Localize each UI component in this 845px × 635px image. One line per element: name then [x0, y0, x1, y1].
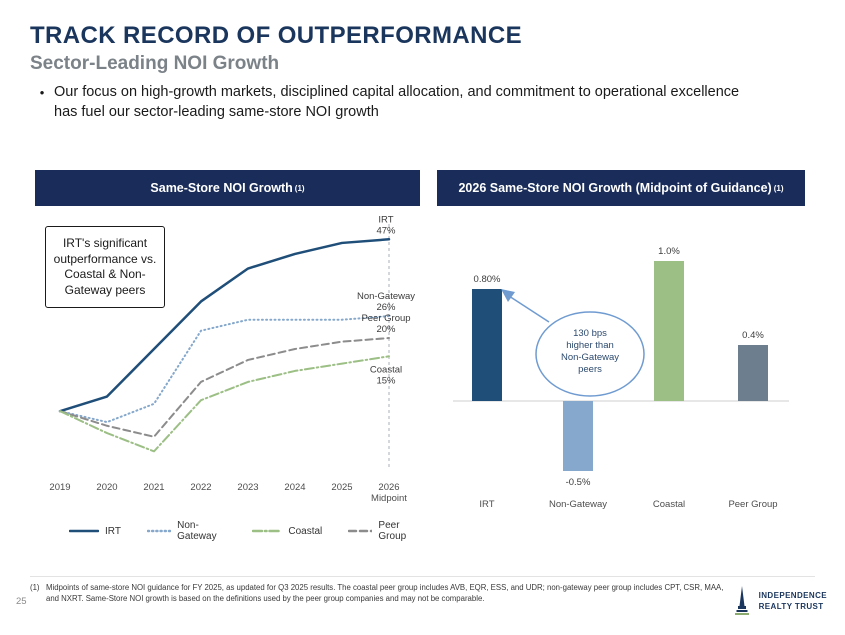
page-number: 25 — [16, 596, 27, 607]
non-gateway-category-label: Non-Gateway — [549, 499, 607, 510]
line-chart-header: Same-Store NOI Growth (1) — [35, 170, 420, 206]
footnote-marker: (1) — [30, 583, 40, 592]
bullet-text: Our focus on high-growth markets, discip… — [54, 84, 740, 120]
peer-group-line-sample — [348, 529, 373, 533]
chart-legend: IRT Non-Gateway Coastal Peer Group — [35, 518, 420, 544]
non-gateway-end-label: Non-Gateway 26% — [357, 291, 415, 313]
x-axis-label: 2020 — [96, 482, 117, 493]
irt-line — [58, 238, 391, 413]
slide-footer: (1) Midpoints of same-store NOI guidance… — [30, 576, 815, 605]
peer-group-value-label: 0.4% — [742, 330, 764, 341]
page-subtitle: Sector-Leading NOI Growth — [30, 53, 280, 74]
coastal-category-label: Coastal — [653, 499, 685, 510]
non-gateway-bar — [563, 401, 593, 471]
irt-logo-text: INDEPENDENCE REALTY TRUST — [759, 591, 827, 613]
irt-line-sample — [69, 529, 99, 533]
coastal-end-label: Coastal 15% — [370, 364, 402, 386]
line-chart: IRT 47% Non-Gateway 26%Peer Group 20% Coastal… — [49, 214, 415, 504]
footnote: (1) Midpoints of same-store NOI guidance… — [30, 583, 730, 605]
irt-logo-icon — [734, 586, 749, 615]
legend-item-coastal: Coastal — [252, 526, 322, 537]
legend-label-irt: IRT — [105, 525, 121, 537]
peer-group-end-label: Peer Group 20% — [361, 313, 410, 335]
x-axis-label: 2024 — [284, 482, 305, 493]
line-chart-panel: Same-Store NOI Growth (1) IRT 47% Non-Gate… — [35, 170, 420, 544]
legend-label-peer-group: Peer Group — [378, 520, 407, 542]
bar-chart-body: 0.80% IRT -0.5% Non-Gateway 1.0% Coastal 0.4% P… — [437, 206, 805, 518]
x-axis-label: 2021 — [143, 482, 164, 493]
peer-group-line — [59, 337, 390, 438]
x-axis-label: 2023 — [237, 482, 258, 493]
legend-label-non-gateway: Non-Gateway — [177, 520, 217, 542]
bar-chart-title: 2026 Same-Store NOI Growth (Midpoint of … — [458, 181, 772, 195]
non-gateway-line-sample — [146, 529, 172, 533]
bar-chart-footnote-ref: (1) — [773, 183, 784, 193]
line-chart-title: Same-Store NOI Growth — [150, 181, 293, 195]
irt-logo: INDEPENDENCE REALTY TRUST — [731, 586, 827, 618]
legend-label-coastal: Coastal — [288, 525, 323, 537]
x-axis-label: 2026 Midpoint — [371, 482, 407, 504]
x-axis-label: 2022 — [190, 482, 211, 493]
coastal-bar — [654, 261, 684, 401]
bullet-point: • Our focus on high-growth markets, disc… — [30, 83, 750, 122]
legend-item-non-gateway: Non-Gateway — [146, 520, 226, 542]
irt-bar — [472, 289, 502, 401]
irt-end-label: IRT 47% — [376, 214, 396, 236]
bar-chart-header: 2026 Same-Store NOI Growth (Midpoint of … — [437, 170, 805, 206]
callout-arrow — [508, 295, 550, 323]
callout-ellipse — [535, 311, 645, 397]
legend-item-irt: IRT — [69, 526, 121, 537]
page-title: TRACK RECORD OF OUTPERFORMANCE — [30, 22, 522, 49]
bar-chart: 0.80% IRT -0.5% Non-Gateway 1.0% Coastal 0.4% P… — [453, 246, 789, 510]
outperformance-callout: IRT's significant outperformance vs. Coa… — [45, 226, 165, 309]
coastal-line — [59, 355, 390, 453]
irt-category-label: IRT — [479, 499, 494, 510]
callout-text: 130 bps higher than Non-Gateway peers — [561, 328, 619, 375]
coastal-line-sample — [252, 529, 283, 533]
non-gateway-value-label: -0.5% — [566, 477, 591, 488]
non-gateway-line — [59, 315, 390, 424]
line-chart-body: IRT 47% Non-Gateway 26% Peer Group 20% Coastal… — [35, 206, 420, 518]
irt-value-label: 0.80% — [474, 274, 501, 285]
coastal-value-label: 1.0% — [658, 246, 680, 257]
callout-arrowhead — [501, 289, 515, 302]
slide-header: TRACK RECORD OF OUTPERFORMANCE Sector-Le… — [30, 22, 790, 122]
peer-group-bar — [738, 345, 768, 401]
peer-group-category-label: Peer Group — [728, 499, 777, 510]
logo-line2: REALTY TRUST — [758, 602, 824, 611]
charts-row: Same-Store NOI Growth (1) IRT 47% Non-Gate… — [35, 170, 810, 544]
bar-chart-panel: 2026 Same-Store NOI Growth (Midpoint of … — [437, 170, 805, 544]
line-chart-footnote-ref: (1) — [294, 183, 305, 193]
footnote-text: Midpoints of same-store NOI guidance for… — [46, 583, 724, 603]
legend-item-peer-group: Peer Group — [348, 520, 420, 542]
bullet-icon: • — [39, 85, 45, 100]
x-axis-label: 2019 — [49, 482, 70, 493]
logo-line1: INDEPENDENCE — [758, 591, 827, 601]
x-axis-label: 2025 — [331, 482, 352, 493]
